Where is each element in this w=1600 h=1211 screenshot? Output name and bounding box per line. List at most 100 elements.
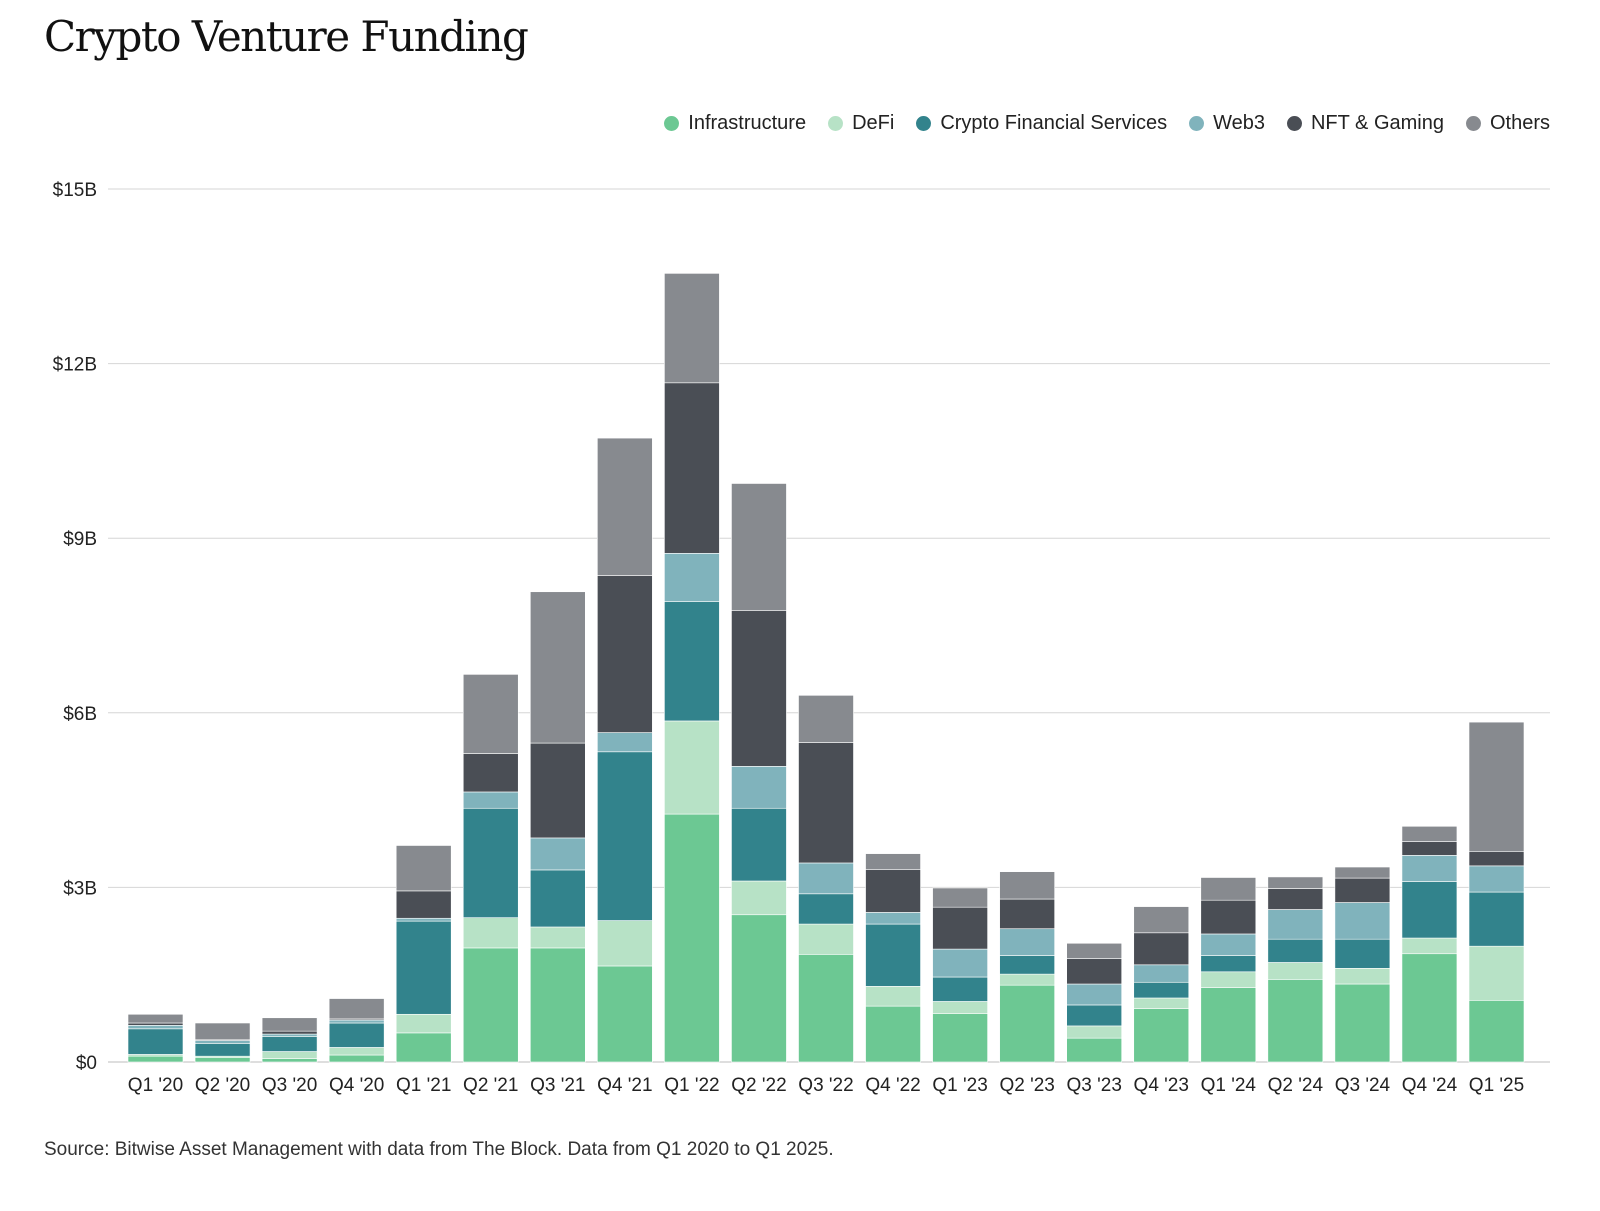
bar-segment [999,928,1055,956]
x-tick-label: Q1 '21 [396,1075,451,1096]
bar-segment [328,998,385,1020]
legend-swatch [1286,116,1302,131]
bar-stack [1200,877,1257,1063]
bar-segment [1334,877,1391,903]
bar-segment [664,813,720,1063]
bar-segment [1200,933,1257,956]
bar-segment [1200,899,1257,935]
bar-stack [1334,866,1391,1063]
bar-segment [127,1055,184,1063]
bar-segment [1066,958,1122,985]
x-tick-label: Q3 '24 [1335,1075,1391,1096]
bar-stack [529,591,586,1063]
bar-stack [798,695,854,1063]
bar-segment [798,893,854,925]
y-tick-label: $6B [63,704,97,725]
bar-segment [1267,962,1324,980]
legend-swatch [1189,116,1205,131]
bar-segment [597,751,653,921]
bar-segment [529,947,586,1063]
bar-segment [395,920,452,1015]
bar-segment [865,912,921,925]
bar-segment [328,1019,385,1024]
bar-segment [328,1022,385,1048]
bar-segment [999,955,1055,975]
bar-segment [664,382,720,554]
bar-stack [261,1017,318,1063]
bar-segment [731,610,787,767]
bar-segment [798,695,854,743]
legend-swatch [664,116,680,131]
bar-segment [529,742,586,839]
x-tick-label: Q3 '20 [262,1075,317,1096]
bar-segment [865,869,921,913]
bar-segment [1468,721,1525,852]
bar-segment [194,1043,251,1057]
bar-segment [462,947,519,1063]
legend-item-2: Crypto Financial Services [916,112,1167,135]
bar-stack [395,845,452,1063]
bar-segment [1133,964,1190,983]
bar-segment [1401,881,1458,939]
bar-stack [127,1013,184,1063]
legend-item-5: Others [1465,112,1550,135]
bar-segment [261,1030,318,1035]
bar-segment [1066,1037,1122,1063]
bar-segment [932,976,988,1002]
bar-segment [865,853,921,870]
bar-stack [999,871,1055,1063]
bar-stack [1401,825,1458,1063]
bar-segment [328,1054,385,1063]
bar-segment [865,986,921,1007]
bar-segment [1133,932,1190,966]
bar-segment [999,871,1055,900]
bar-segment [328,1047,385,1056]
bar-segment [1401,855,1458,882]
y-tick-label: $0 [76,1053,97,1074]
bar-stack [865,853,921,1063]
bar-segment [127,1025,184,1030]
y-tick-label: $12B [53,355,97,376]
legend-swatch [1465,116,1481,131]
bar-segment [1133,1008,1190,1063]
bar-segment [798,742,854,864]
legend-label: Web3 [1213,112,1265,134]
chart-title: Crypto Venture Funding [44,12,529,61]
bar-segment [597,965,653,1063]
bar-stack [462,674,519,1063]
x-tick-label: Q4 '20 [329,1075,384,1096]
bar-segment [529,837,586,871]
bar-segment [597,437,653,576]
x-tick-label: Q1 '25 [1469,1075,1524,1096]
bar-segment [1267,979,1324,1063]
bar-segment [395,1032,452,1063]
bar-segment [1468,865,1525,893]
bar-segment [194,1040,251,1044]
bar-stack [1468,721,1525,1063]
bar-segment [664,273,720,384]
bar-segment [1468,945,1525,1001]
x-tick-label: Q2 '22 [731,1075,786,1096]
bar-segment [127,1013,184,1024]
bar-segment [731,483,787,611]
bar-segment [664,553,720,602]
bar-segment [1334,902,1391,940]
bar-segment [731,766,787,809]
bar-segment [1468,891,1525,947]
bar-segment [462,753,519,793]
bar-segment [261,1017,318,1032]
legend-item-4: NFT & Gaming [1286,112,1444,135]
bar-segment [597,575,653,733]
bar-segment [529,869,586,928]
bar-segment [1066,1004,1122,1027]
x-tick-label: Q1 '24 [1201,1075,1257,1096]
x-tick-label: Q1 '22 [664,1075,719,1096]
bar-segment [932,1001,988,1014]
bar-segment [194,1022,251,1040]
bar-segment [395,917,452,922]
legend-label: NFT & Gaming [1310,112,1444,134]
bar-segment [932,906,988,950]
bar-segment [1133,906,1190,934]
bar-stack [664,273,720,1063]
legend-swatch [916,116,932,131]
